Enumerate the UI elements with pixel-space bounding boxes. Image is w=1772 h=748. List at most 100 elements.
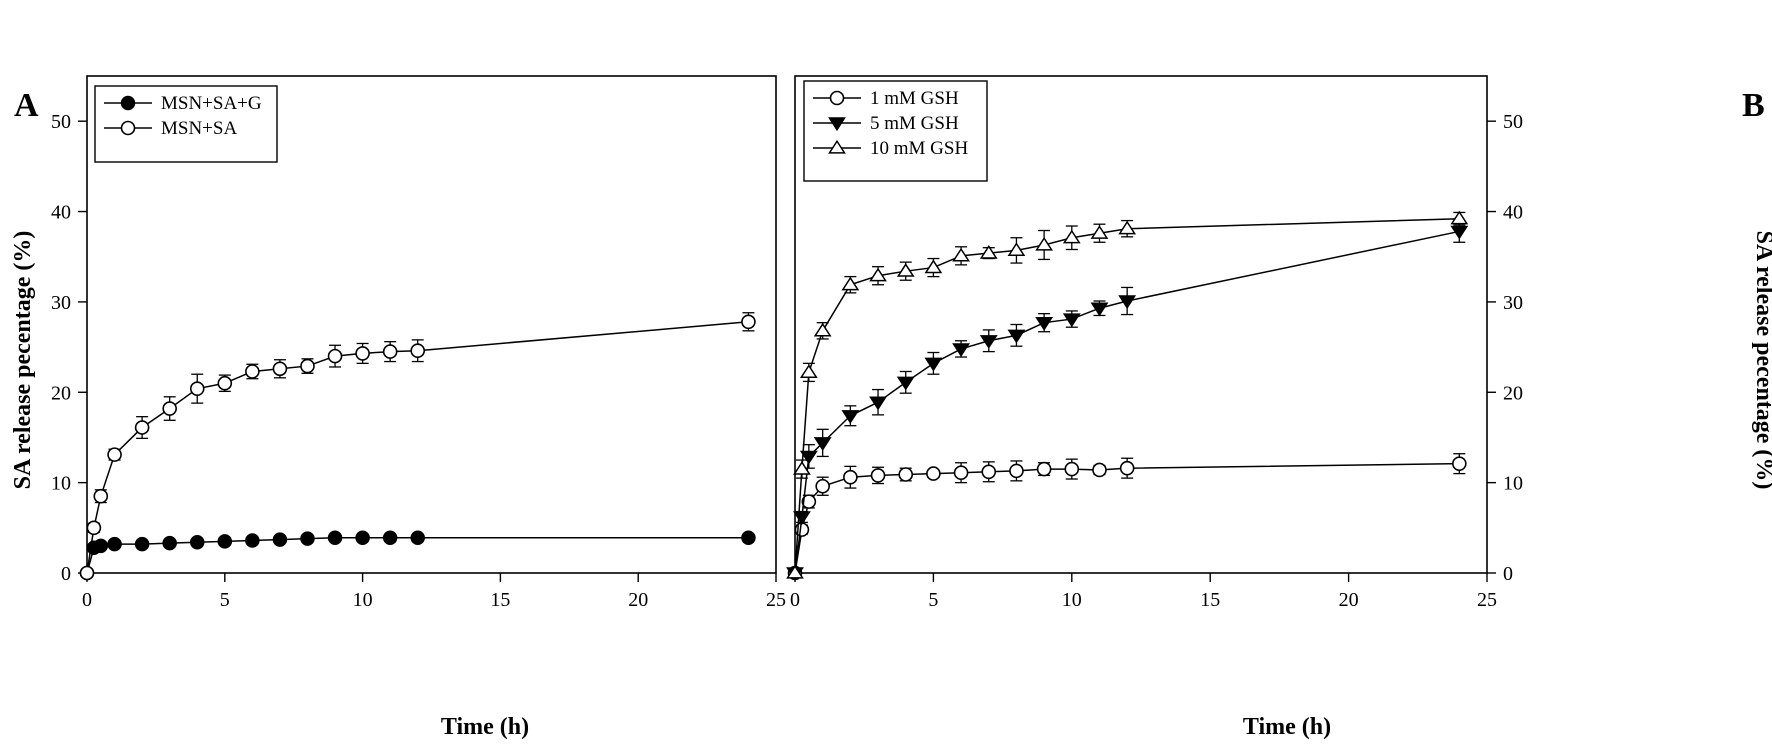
panel-b-series-10-mm-gsh-point: [1090, 225, 1109, 239]
panel-a-legend-label-msn-sa-g: MSN+SA+G: [161, 93, 262, 114]
panel-a-plot-frame: [86, 75, 777, 574]
panel-a-series-msn-sa-point: [741, 314, 756, 330]
panel-b-series-1-mm-gsh-point: [843, 469, 858, 485]
panel-a-series-msn-sa-point: [217, 375, 233, 391]
panel-a-x-tick-label: 10: [353, 589, 373, 611]
panel-a-series-msn-sa-point: [300, 358, 315, 374]
panel-b-series-1-mm-gsh-point: [981, 464, 997, 480]
panel-b-legend-label-1-mm-gsh: 1 mM GSH: [870, 88, 959, 109]
panel-b-x-tick-label: 5: [928, 589, 938, 611]
panel-b: B Time (h) SA release pecentage (%) 0 5 10…: [786, 75, 1772, 740]
panel-a-series-msn-sa-point: [272, 361, 288, 377]
panel-b-series-10-mm-gsh-point: [1062, 229, 1081, 244]
panel-a-series-msn-sa-g-point: [217, 534, 233, 549]
panel-b-series-1-mm-gsh-point: [815, 478, 830, 494]
panel-b-series-10-mm-gsh-point: [1007, 242, 1026, 257]
panel-b-series-1-mm-gsh-line: [794, 462, 1460, 574]
panel-b-series-1-mm-gsh-point: [1452, 456, 1467, 471]
panel-b-series-5-mm-gsh-point: [1090, 302, 1109, 317]
panel-b-legend-marker-5-mm-gsh: [828, 117, 846, 132]
panel-a-series-msn-sa-g-point: [382, 530, 398, 546]
panel-a-y-tick-label: 10: [51, 473, 71, 495]
panel-a-series-msn-sa-point: [162, 401, 177, 416]
panel-b-y-tick-label: 0: [1503, 563, 1513, 585]
panel-a-x-tick-label: 0: [82, 589, 92, 611]
panel-a-series-msn-sa-point: [86, 520, 102, 536]
panel-b-series-10-mm-gsh-point: [924, 259, 943, 274]
panel-b-x-axis-title: Time (h): [1243, 714, 1331, 740]
panel-a-series-msn-sa-point: [327, 348, 343, 364]
panel-b-plot-frame: [794, 75, 1488, 574]
panel-a-series-msn-sa-line: [86, 321, 749, 574]
panel-a-series-msn-sa-point: [107, 447, 122, 462]
panel-b-series-10-mm-gsh-point: [1450, 210, 1469, 225]
panel-b-series-5-mm-gsh-point: [1007, 329, 1026, 344]
panel-a-x-tick-label: 5: [220, 589, 230, 611]
panel-b-series-10-mm-gsh-point: [896, 263, 915, 277]
panel-a-series-msn-sa-point: [245, 364, 260, 379]
panel-a-series-msn-sa-point: [410, 343, 426, 359]
panel-b-y-tick-label: 40: [1503, 202, 1523, 224]
panel-b-y-tick-label: 10: [1503, 473, 1523, 495]
panel-a-series-msn-sa-g-point: [189, 535, 205, 550]
panel-b-series-1-mm-gsh-point: [1064, 461, 1080, 477]
panel-a-series-msn-sa-g-point: [162, 535, 177, 551]
panel-b-series-10-mm-gsh-line: [794, 218, 1460, 574]
panel-b-series-5-mm-gsh-line: [794, 230, 1460, 574]
panel-b-y-tick-label: 50: [1503, 111, 1523, 133]
panel-b-letter: B: [1742, 87, 1765, 124]
panel-a-series-msn-sa-g-point: [300, 531, 315, 546]
panel-b-legend-label-10-mm-gsh: 10 mM GSH: [870, 138, 968, 159]
panel-a-y-axis-title: SA release pecentage (%): [10, 231, 36, 490]
panel-b-y-axis-title: SA release pecentage (%): [1751, 231, 1772, 490]
panel-b-legend-label-5-mm-gsh: 5 mM GSH: [870, 113, 959, 134]
panel-b-series-10-mm-gsh-point: [799, 364, 818, 379]
panel-a-x-tick-label: 15: [490, 589, 510, 611]
panel-a-series-msn-sa-point: [382, 344, 398, 359]
panel-b-series-5-mm-gsh-point: [896, 376, 915, 391]
panel-b-x-tick-label: 15: [1200, 589, 1220, 611]
panel-a-series-msn-sa-g-point: [355, 530, 370, 546]
panel-a-series-msn-sa-g-point: [93, 538, 109, 554]
panel-b-series-5-mm-gsh-point: [1118, 295, 1137, 310]
panel-b-series-10-mm-gsh-point: [841, 276, 860, 291]
panel-b-series-5-mm-gsh-point: [1035, 316, 1054, 331]
panel-b-series-5-mm-gsh-point: [869, 396, 887, 411]
panel-a-series-msn-sa-point: [93, 488, 109, 504]
panel-a-legend-marker-msn-sa: [120, 120, 136, 136]
panel-b-series-10-mm-gsh-point: [793, 460, 811, 475]
panel-a-series-msn-sa-g-point: [245, 533, 260, 548]
panel-b-series-5-mm-gsh-point: [1062, 313, 1081, 328]
panel-b-legend-marker-10-mm-gsh: [828, 139, 846, 154]
panel-a-series-msn-sa-point: [134, 420, 150, 435]
panel-b-series-5-mm-gsh-point: [799, 450, 818, 465]
panel-a-series-msn-sa-g-point: [410, 530, 425, 546]
panel-b-series-1-mm-gsh-point: [1009, 463, 1024, 479]
panel-b-series-5-mm-gsh-point: [1450, 225, 1469, 240]
panel-b-series-5-mm-gsh-point: [924, 357, 943, 372]
panel-b-series-5-mm-gsh-point: [952, 343, 970, 358]
panel-b-x-tick-label: 0: [790, 589, 800, 611]
panel-b-series-1-mm-gsh-point: [870, 468, 886, 483]
panel-a-series-msn-sa-point: [79, 565, 95, 581]
panel-a-legend-label-msn-sa: MSN+SA: [161, 118, 237, 139]
panel-a-x-tick-label: 20: [628, 589, 648, 611]
panel-b-series-1-mm-gsh-point: [801, 494, 817, 509]
panel-b-x-tick-label: 25: [1477, 589, 1497, 611]
panel-b-series-1-mm-gsh-point: [926, 466, 941, 481]
panel-b-y-tick-label: 20: [1503, 382, 1523, 404]
panel-b-series-10-mm-gsh-point: [952, 247, 970, 262]
panel-a-y-tick-label: 50: [51, 111, 71, 133]
panel-b-series-5-mm-gsh-point: [813, 437, 832, 451]
panel-b-x-tick-label: 20: [1339, 589, 1359, 611]
panel-a-legend-marker-msn-sa-g: [120, 95, 136, 111]
panel-b-series-1-mm-gsh-point: [1036, 461, 1052, 477]
panel-a-series-msn-sa-g-point: [134, 536, 150, 552]
panel-b-series-10-mm-gsh-point: [813, 322, 832, 337]
panel-a-y-tick-label: 30: [51, 292, 71, 314]
panel-a-series-msn-sa-point: [355, 346, 370, 361]
panel-a-series-msn-sa-g-point: [327, 530, 343, 546]
panel-a-x-tick-label: 25: [766, 589, 786, 611]
panel-b-series-1-mm-gsh-point: [1092, 462, 1107, 478]
